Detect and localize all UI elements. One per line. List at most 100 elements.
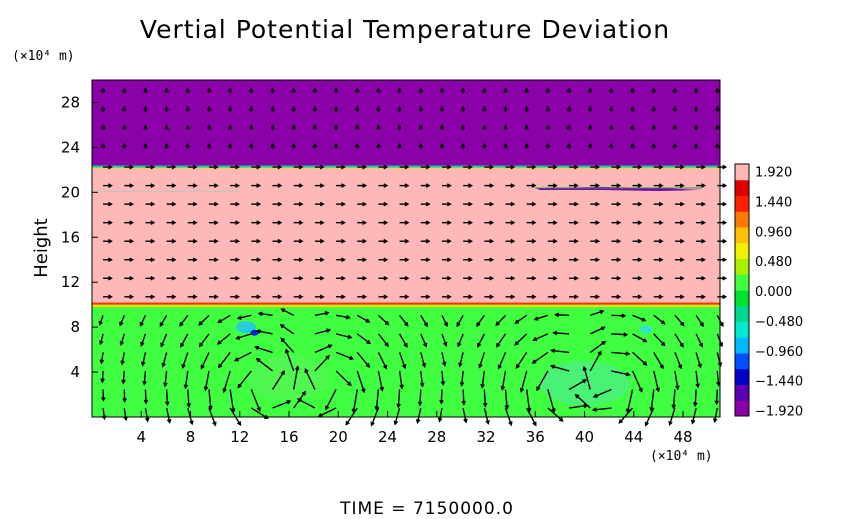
wind-arrow-head bbox=[171, 164, 177, 170]
wind-arrow bbox=[229, 389, 236, 414]
wind-arrow-head bbox=[526, 407, 532, 413]
wind-arrow-head bbox=[714, 105, 720, 111]
wind-arrow-head bbox=[301, 390, 307, 396]
wind-arrow-head bbox=[227, 142, 233, 148]
wind-arrow-shaft bbox=[420, 333, 427, 347]
wind-arrow bbox=[496, 333, 507, 348]
wind-arrow bbox=[457, 333, 464, 348]
wind-arrow bbox=[314, 328, 332, 335]
wind-arrow-head bbox=[192, 275, 198, 281]
wind-arrow-head bbox=[637, 294, 643, 300]
wind-arrow bbox=[357, 220, 368, 225]
wind-arrow-shaft bbox=[335, 351, 354, 360]
wind-arrow bbox=[145, 220, 156, 225]
wind-arrow-head bbox=[722, 201, 728, 207]
wind-arrow bbox=[550, 348, 570, 354]
wind-arrow-head bbox=[384, 342, 389, 348]
wind-arrow bbox=[399, 257, 410, 263]
wind-arrow bbox=[693, 105, 699, 112]
wind-arrow-head bbox=[362, 183, 368, 188]
wind-arrow bbox=[293, 294, 304, 300]
wind-arrow bbox=[674, 238, 685, 244]
wind-arrow bbox=[270, 124, 275, 130]
wind-arrow bbox=[547, 257, 558, 263]
wind-arrow bbox=[569, 164, 579, 170]
wind-arrow bbox=[166, 257, 177, 263]
wind-arrow-head bbox=[192, 238, 198, 244]
wind-arrow bbox=[304, 367, 316, 390]
wind-arrow bbox=[378, 275, 389, 281]
wind-arrow bbox=[399, 238, 410, 244]
wind-arrow bbox=[251, 220, 262, 225]
wind-arrow-head bbox=[277, 257, 283, 263]
wind-arrow-head bbox=[574, 201, 579, 207]
wind-arrow-shaft bbox=[498, 352, 507, 369]
wind-arrow bbox=[164, 87, 169, 93]
wind-arrow-head bbox=[166, 418, 172, 424]
wind-arrow-shaft bbox=[377, 370, 383, 391]
wind-arrow-head bbox=[249, 124, 254, 130]
wind-arrow bbox=[505, 238, 516, 244]
wind-arrow bbox=[272, 400, 292, 409]
wind-arrow-head bbox=[693, 402, 698, 408]
wind-arrow-head bbox=[533, 316, 539, 321]
wind-arrow bbox=[377, 370, 384, 392]
wind-arrow-head bbox=[150, 275, 156, 281]
wind-arrow-head bbox=[532, 421, 537, 427]
wind-arrow bbox=[376, 105, 381, 112]
wind-arrow-head bbox=[319, 275, 325, 281]
wind-arrow-head bbox=[503, 87, 508, 93]
wind-arrow bbox=[272, 220, 283, 225]
wind-arrow-shaft bbox=[181, 352, 189, 368]
wind-arrow bbox=[441, 220, 452, 225]
wind-arrow-head bbox=[722, 257, 728, 263]
wind-arrow bbox=[591, 407, 612, 412]
wind-arrow bbox=[630, 142, 635, 149]
wind-arrow-head bbox=[679, 220, 685, 225]
x-tick-label: 28 bbox=[427, 428, 446, 446]
wind-arrow bbox=[632, 294, 643, 300]
colorbar-segment bbox=[735, 384, 749, 401]
wind-arrow-shaft bbox=[256, 358, 273, 372]
wind-arrow-head bbox=[531, 183, 537, 188]
wind-arrow-head bbox=[616, 164, 622, 170]
wind-arrow-head bbox=[415, 419, 421, 425]
wind-arrow-head bbox=[574, 164, 579, 170]
wind-arrow bbox=[482, 142, 487, 149]
wind-arrow-head bbox=[208, 405, 213, 411]
wind-arrow-head bbox=[192, 220, 198, 225]
wind-arrow-head bbox=[514, 341, 519, 346]
wind-arrow-shaft bbox=[223, 370, 231, 393]
wind-arrow bbox=[717, 257, 728, 263]
x-tick-label: 20 bbox=[329, 428, 348, 446]
wind-arrow bbox=[198, 314, 210, 326]
wind-arrow bbox=[693, 124, 699, 130]
wind-arrow bbox=[103, 294, 113, 300]
wind-arrow-head bbox=[468, 183, 473, 188]
wind-arrow bbox=[547, 389, 556, 414]
wind-arrow bbox=[420, 257, 431, 263]
wind-arrow-head bbox=[457, 342, 462, 348]
wind-arrow-head bbox=[489, 183, 495, 188]
wind-arrow-head bbox=[159, 322, 164, 328]
wind-arrow-head bbox=[552, 330, 558, 336]
wind-arrow-head bbox=[680, 321, 685, 327]
wind-arrow bbox=[187, 257, 198, 263]
wind-arrow-head bbox=[587, 142, 593, 148]
wind-arrow bbox=[505, 183, 516, 188]
wind-arrow-shaft bbox=[674, 352, 682, 369]
wind-arrow bbox=[611, 370, 631, 377]
wind-arrow bbox=[101, 389, 106, 402]
wind-arrow-shaft bbox=[533, 333, 549, 341]
wind-arrow bbox=[99, 352, 105, 365]
wind-arrow bbox=[609, 87, 614, 93]
wind-arrow-head bbox=[256, 257, 262, 263]
wind-arrow-head bbox=[531, 275, 537, 281]
wind-arrow bbox=[180, 333, 189, 348]
wind-arrow-head bbox=[362, 201, 368, 207]
wind-arrow-head bbox=[319, 257, 325, 263]
wind-arrow bbox=[462, 407, 468, 424]
wind-arrow-head bbox=[396, 403, 401, 409]
wind-arrow-head bbox=[574, 294, 579, 300]
wind-arrow-head bbox=[100, 124, 106, 130]
